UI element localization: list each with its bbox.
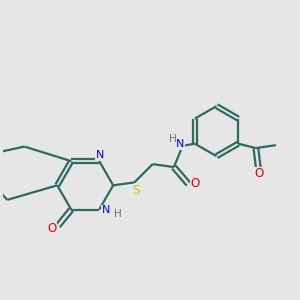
- Text: H: H: [114, 209, 121, 219]
- Text: S: S: [132, 184, 140, 197]
- Text: H: H: [169, 134, 176, 144]
- Text: N: N: [101, 205, 110, 215]
- Text: O: O: [47, 222, 57, 235]
- Text: O: O: [254, 167, 264, 180]
- Text: N: N: [176, 140, 184, 149]
- Text: O: O: [190, 177, 200, 190]
- Text: N: N: [96, 150, 104, 160]
